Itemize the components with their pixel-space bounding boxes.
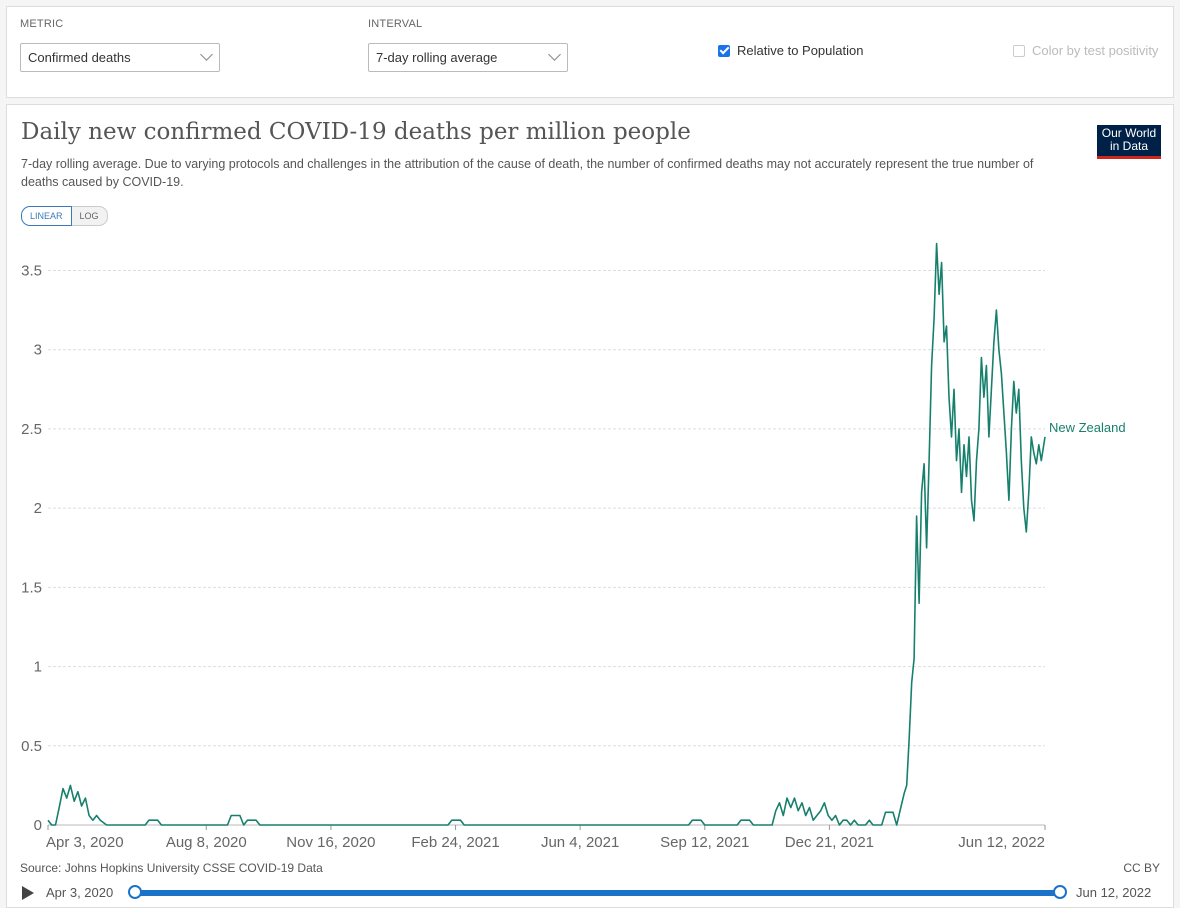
y-tick-label: 0 (34, 817, 42, 834)
checkbox-checked-icon[interactable] (718, 44, 730, 57)
x-tick-label: Jun 4, 2021 (541, 834, 619, 851)
chart-title: Daily new confirmed COVID-19 deaths per … (21, 119, 691, 145)
timeline-start-handle[interactable] (128, 885, 142, 899)
y-axis-ticks: 0 0.5 1 1.5 2 2.5 3 3.5 (21, 263, 42, 835)
interval-label: INTERVAL (368, 18, 423, 30)
x-tick-label: Sep 12, 2021 (660, 834, 749, 851)
logo-line1: Our World (1101, 126, 1157, 140)
line-chart: 0 0.5 1 1.5 2 2.5 3 3.5 Apr 3, 2020 Aug 8, 2020 N… (21, 242, 1126, 851)
series-lines: New Zealand (47, 242, 1126, 826)
logo-line2: in Data (1109, 139, 1149, 153)
timeline-start-label: Apr 3, 2020 (46, 885, 114, 900)
checkbox-unchecked-icon[interactable] (1013, 44, 1025, 57)
y-tick-label: 3 (34, 342, 42, 359)
timeline-end-handle[interactable] (1053, 885, 1067, 899)
series-label-new-zealand[interactable]: New Zealand (1049, 420, 1126, 435)
log-scale-button[interactable]: LOG (71, 206, 108, 226)
metric-label: METRIC (20, 18, 64, 30)
controls-bar: METRIC Confirmed deaths INTERVAL 7-day r… (6, 6, 1174, 98)
y-tick-label: 1 (34, 659, 42, 676)
source-note[interactable]: Source: Johns Hopkins University CSSE CO… (20, 861, 323, 875)
x-tick-label: Nov 16, 2020 (286, 834, 375, 851)
relative-label: Relative to Population (737, 43, 864, 58)
interval-value: 7-day rolling average (376, 50, 498, 65)
x-axis-ticks: Apr 3, 2020 Aug 8, 2020 Nov 16, 2020 Feb 24… (46, 825, 1046, 851)
metric-value: Confirmed deaths (28, 50, 131, 65)
timeline-end-label: Jun 12, 2022 (1076, 885, 1152, 900)
owid-logo[interactable]: Our World in Data (1097, 125, 1161, 159)
color-by-positivity-checkbox[interactable]: Color by test positivity (1013, 43, 1158, 58)
x-tick-label: Aug 8, 2020 (166, 834, 247, 851)
relative-to-population-checkbox[interactable]: Relative to Population (718, 43, 863, 58)
interval-select[interactable]: 7-day rolling average (368, 43, 568, 72)
y-tick-label: 0.5 (21, 738, 42, 755)
chart-subtitle: 7-day rolling average. Due to varying pr… (21, 157, 1034, 189)
y-tick-label: 1.5 (21, 579, 42, 596)
metric-select[interactable]: Confirmed deaths (20, 43, 220, 72)
timeline-track[interactable] (135, 890, 1060, 896)
x-tick-label: Apr 3, 2020 (46, 834, 124, 851)
y-tick-label: 2 (34, 500, 42, 517)
license-label[interactable]: CC BY (1123, 861, 1160, 875)
positivity-label: Color by test positivity (1032, 43, 1159, 58)
scale-toggle: LINEAR LOG (21, 206, 108, 226)
x-tick-label: Feb 24, 2021 (411, 834, 499, 851)
grid-lines (48, 270, 1045, 826)
y-tick-label: 3.5 (21, 263, 42, 280)
linear-scale-button[interactable]: LINEAR (21, 206, 72, 226)
play-icon[interactable] (22, 886, 34, 900)
chart-card: Daily new confirmed COVID-19 deaths per … (6, 104, 1174, 908)
x-tick-label: Dec 21, 2021 (785, 834, 874, 851)
y-tick-label: 2.5 (21, 421, 42, 438)
x-tick-label: Jun 12, 2022 (958, 834, 1045, 851)
series-line-new-zealand[interactable] (47, 242, 1046, 826)
